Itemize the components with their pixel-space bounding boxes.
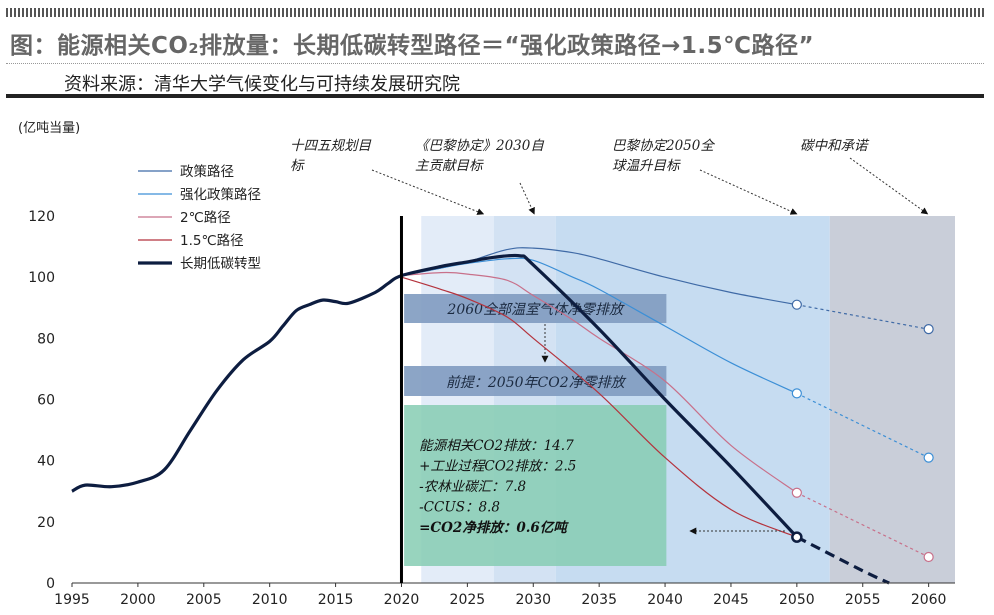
legend-label-3: 1.5℃路径 — [180, 233, 244, 249]
x-tick-label-7: 2030 — [515, 592, 551, 608]
series-marker-3 — [791, 531, 803, 543]
precondition-2050-box — [404, 366, 667, 396]
milestone-arrow-3 — [849, 157, 929, 215]
y-tick-label-0: 0 — [46, 576, 55, 592]
x-tick-label-3: 2010 — [252, 592, 288, 608]
net-zero-2060-label: 2060全部温室气体净零排放 — [446, 302, 625, 318]
breakdown-line-0: 能源相关CO2排放：14.7 — [419, 438, 574, 454]
y-tick-label-5: 100 — [28, 270, 55, 286]
milestone-arrow-1 — [519, 182, 535, 215]
title-divider — [6, 63, 984, 64]
milestone-3-line-0: 碳中和承诺 — [800, 138, 870, 154]
breakdown-line-3: -CCUS：8.8 — [419, 500, 500, 516]
series-line-3 — [401, 276, 798, 538]
series-lines — [71, 247, 934, 585]
legend-label-0: 政策路径 — [180, 163, 234, 180]
header-rule — [6, 94, 984, 98]
x-tick-label-11: 2050 — [779, 592, 815, 608]
series-line-4 — [71, 253, 799, 539]
milestone-arrow-0 — [371, 169, 485, 215]
series-line-2 — [401, 271, 798, 494]
y-tick-label-1: 20 — [37, 515, 55, 531]
series-projection-1 — [796, 392, 929, 459]
x-tick-label-4: 2015 — [318, 592, 354, 608]
series-marker-5 — [923, 452, 934, 463]
x-tick-label-5: 2020 — [384, 592, 420, 608]
breakdown-line-1: +工业过程CO2排放：2.5 — [419, 459, 576, 475]
x-tick-label-9: 2040 — [647, 592, 683, 608]
series-marker-4 — [923, 324, 934, 335]
legend-label-1: 强化政策路径 — [180, 186, 261, 203]
source-note: 资料来源：清华大学气候变化与可持续发展研究院 — [64, 74, 460, 95]
x-tick-label-2: 2005 — [186, 592, 222, 608]
x-tick-label-0: 1995 — [54, 592, 90, 608]
milestone-2-line-1: 球温升目标 — [612, 158, 681, 174]
precondition-2050-label: 前提：2050年CO2净零排放 — [446, 375, 627, 391]
y-tick-label-4: 80 — [37, 331, 55, 347]
series-marker-1 — [791, 388, 802, 399]
breakdown-line-2: -农林业碳汇：7.8 — [419, 479, 526, 495]
x-tick-label-12: 2055 — [845, 592, 881, 608]
milestone-1-line-1: 主贡献目标 — [415, 158, 484, 174]
milestone-2-line-0: 巴黎协定2050全 — [612, 138, 715, 154]
series-projection-2 — [796, 492, 929, 558]
milestone-0-line-1: 标 — [290, 158, 305, 174]
net-zero-2060-box — [404, 294, 667, 323]
series-projection-4 — [796, 535, 890, 585]
milestone-arrow-2 — [699, 169, 798, 215]
series-marker-2 — [791, 487, 802, 498]
x-tick-label-1: 2000 — [120, 592, 156, 608]
annotation-boxes: 2060全部温室气体净零排放前提：2050年CO2净零排放能源相关CO2排放：1… — [404, 294, 667, 566]
y-tick-label-2: 40 — [37, 454, 55, 470]
x-tick-label-6: 2025 — [450, 592, 486, 608]
series-marker-6 — [923, 551, 934, 563]
series-projection-0 — [796, 304, 929, 330]
breakdown-line-4: =CO2净排放：0.6亿吨 — [419, 520, 569, 536]
page-title: 图：能源相关CO₂排放量：长期低碳转型路径＝“强化政策路径→1.5℃路径” — [10, 33, 815, 59]
milestone-1-line-0: 《巴黎协定》2030自 — [415, 138, 544, 154]
series-marker-0 — [791, 299, 802, 310]
y-tick-label-3: 60 — [37, 393, 55, 409]
x-tick-label-10: 2045 — [713, 592, 749, 608]
y-tick-label-6: 120 — [28, 209, 55, 225]
legend-label-4: 长期低碳转型 — [180, 256, 261, 272]
x-tick-label-8: 2035 — [581, 592, 617, 608]
legend-label-2: 2℃路径 — [180, 210, 231, 226]
x-tick-label-13: 2060 — [911, 592, 947, 608]
breakdown-box — [404, 405, 667, 566]
milestone-0-line-0: 十四五规划目 — [290, 138, 371, 154]
y-axis-label: (亿吨当量) — [18, 121, 80, 136]
header-stripe — [6, 8, 984, 17]
shaded-period-3 — [829, 216, 955, 583]
